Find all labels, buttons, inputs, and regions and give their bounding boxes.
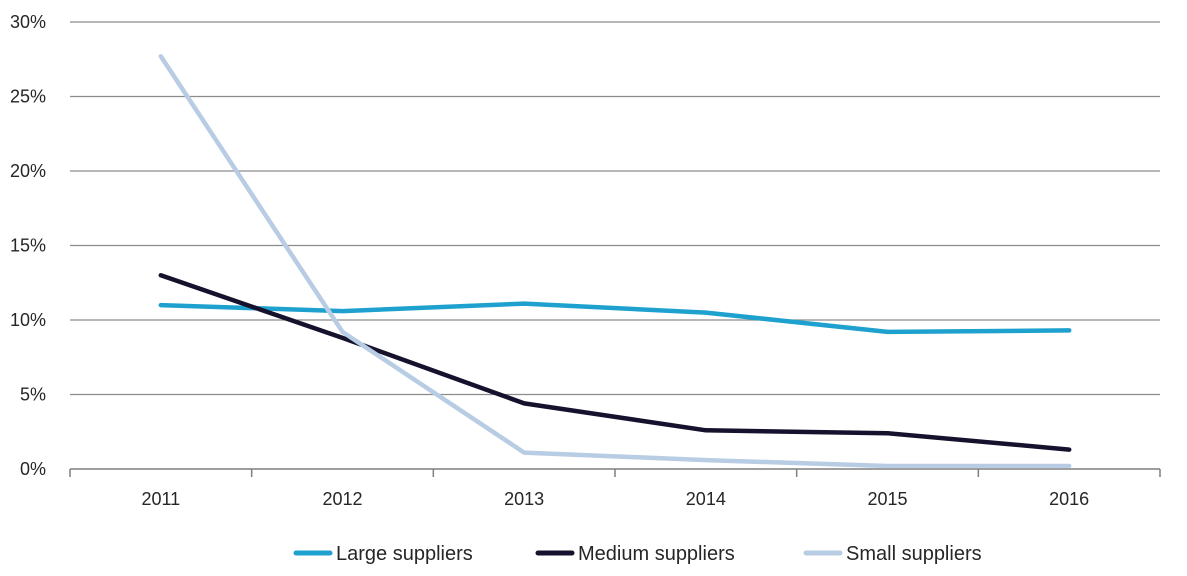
y-axis-tick-labels: 0% 5% 10% 15% 20% 25% 30% — [10, 12, 46, 479]
x-axis: 2011 2012 2013 2014 2015 2016 — [69, 468, 1161, 509]
y-tick-label: 15% — [10, 236, 46, 256]
x-tick-label: 2015 — [867, 489, 907, 509]
legend: Large suppliers Medium suppliers Small sup… — [293, 543, 982, 565]
legend-label: Small suppliers — [846, 543, 982, 565]
y-tick-label: 10% — [10, 310, 46, 330]
x-tick-label: 2012 — [322, 489, 362, 509]
x-tick-label: 2016 — [1049, 489, 1089, 509]
y-tick-label: 25% — [10, 87, 46, 107]
y-tick-label: 20% — [10, 161, 46, 181]
series-line-medium-suppliers — [158, 273, 1072, 452]
gridlines — [70, 21, 1160, 396]
x-tick-label: 2011 — [141, 489, 180, 509]
x-tick-label: 2014 — [686, 489, 726, 509]
y-tick-label: 5% — [20, 385, 46, 405]
x-tick-label: 2013 — [504, 489, 544, 509]
series-line-small-suppliers — [158, 54, 1072, 469]
series-line-large-suppliers — [158, 301, 1072, 335]
legend-label: Large suppliers — [336, 543, 473, 565]
series-lines — [158, 54, 1072, 469]
y-tick-label: 30% — [10, 12, 46, 32]
y-tick-label: 0% — [20, 459, 46, 479]
legend-label: Medium suppliers — [578, 543, 735, 565]
